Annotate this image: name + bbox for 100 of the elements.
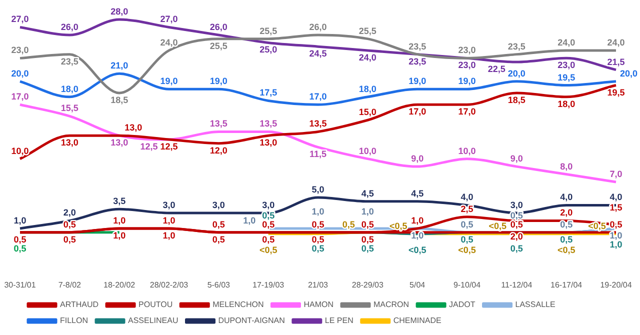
data-label: 26,0 (309, 22, 327, 32)
data-label: 23,5 (408, 41, 426, 52)
data-label: 1,0 (610, 239, 622, 250)
x-tick-label: 16-17/04 (550, 280, 583, 290)
data-label: 12,5 (140, 141, 158, 152)
legend-label: HAMON (304, 300, 334, 310)
data-label: 0,5 (361, 243, 374, 254)
data-label: 18,5 (508, 95, 526, 105)
data-label: 3,0 (212, 200, 225, 210)
data-label: 13,5 (309, 118, 327, 129)
data-label: 8,0 (560, 161, 573, 172)
legend-label: ARTHAUD (60, 300, 99, 310)
data-label: 4,0 (610, 192, 622, 202)
data-label: <0,5 (389, 220, 408, 231)
data-label: 15,0 (358, 107, 376, 118)
x-tick-label: 7-8/02 (58, 280, 82, 290)
data-label: 0,5 (63, 234, 76, 244)
data-label: 24,5 (309, 48, 327, 59)
legend-label: CHEMINADE (393, 316, 442, 326)
data-label: 10,0 (458, 146, 476, 156)
data-label: 25,0 (260, 44, 278, 55)
data-label: 0,5 (262, 219, 275, 230)
data-label: 0,5 (560, 234, 573, 244)
data-label: 25,5 (358, 26, 376, 36)
data-label: 9,0 (510, 154, 523, 164)
data-label: 3,0 (162, 200, 176, 210)
x-tick-label: 5-6/03 (207, 280, 231, 290)
data-label: 0,5 (212, 234, 225, 244)
data-label: 20,0 (11, 68, 29, 78)
x-tick-label: 18-20/02 (104, 280, 136, 290)
data-label: 15,5 (60, 103, 78, 114)
data-label: 23,0 (558, 60, 576, 70)
data-label: 2,5 (460, 204, 474, 214)
data-label: 1,0 (361, 206, 374, 216)
data-label: 1,5 (610, 202, 622, 213)
data-label: 0,5 (63, 219, 76, 230)
data-label: 12,5 (160, 141, 178, 152)
data-label: 0,5 (14, 234, 26, 244)
data-label: 0,5 (212, 219, 225, 230)
data-label: 0,5 (510, 243, 523, 254)
data-label: 23,0 (458, 60, 476, 70)
data-label: 3,5 (113, 196, 126, 206)
data-label: 18,5 (110, 95, 128, 105)
data-label: 1,0 (162, 230, 176, 240)
legend-label: MACRON (373, 300, 410, 310)
data-label: <0,5 (557, 244, 576, 255)
data-label: 0,5 (560, 219, 573, 230)
legend-label: POUTOU (138, 300, 173, 310)
data-label: 10,0 (358, 146, 376, 156)
data-label: 23,5 (408, 56, 426, 66)
data-label: <0,5 (408, 244, 426, 255)
legend-label: LE PEN (324, 316, 354, 326)
data-label: 10,0 (11, 146, 29, 156)
legend-label: DUPONT-AIGNAN (218, 316, 286, 326)
data-label: 17,0 (408, 106, 426, 117)
x-tick-label: 21/03 (308, 280, 329, 290)
data-label: 2,0 (560, 208, 573, 218)
data-label: 19,0 (408, 76, 426, 86)
data-label: 1,0 (14, 215, 26, 226)
data-label: 2,0 (63, 208, 76, 218)
data-label: <0,5 (488, 220, 507, 231)
x-tick-label: 28-29/03 (352, 280, 384, 290)
data-label: 0,5 (262, 234, 275, 244)
data-label: 5,0 (312, 184, 324, 194)
data-label: 23,0 (11, 45, 29, 56)
legend-label: ASSELINEAU (128, 316, 178, 326)
legend-label: MELENCHON (212, 300, 264, 310)
x-tick-label: 30-31/01 (4, 280, 36, 290)
data-label: 1,0 (312, 206, 324, 216)
x-tick-label: 5/04 (410, 280, 426, 290)
data-label: 26,0 (210, 22, 228, 32)
data-label: 9,0 (411, 154, 424, 164)
data-label: 19,5 (558, 72, 576, 82)
data-label: 13,0 (60, 138, 78, 148)
data-label: 0,5 (312, 219, 324, 230)
data-label: 3,0 (510, 200, 523, 210)
data-label: 4,0 (560, 192, 573, 202)
data-label: 0,5 (342, 219, 355, 230)
data-label: 4,0 (460, 192, 474, 202)
data-label: 13,5 (210, 118, 228, 129)
data-label: 1,0 (411, 215, 424, 226)
data-label: 4,5 (411, 188, 424, 198)
x-tick-label: 9-10/04 (453, 280, 482, 290)
data-label: 18,0 (358, 84, 376, 94)
data-label: 28,0 (110, 6, 128, 16)
data-label: 17,0 (309, 92, 327, 102)
data-label: 21,5 (607, 56, 625, 67)
data-label: 0,5 (312, 243, 324, 254)
data-label: 1,0 (243, 215, 256, 226)
data-label: 0,5 (361, 219, 374, 230)
data-label: <0,5 (458, 244, 476, 255)
data-label: 11,5 (309, 149, 327, 160)
data-label: <0,5 (588, 220, 606, 231)
data-label: 18,0 (558, 98, 576, 109)
data-label: 23,5 (60, 56, 78, 66)
data-label: 0,5 (460, 219, 474, 230)
data-label: 27,0 (160, 14, 178, 24)
data-label: 0,5 (14, 243, 26, 254)
data-label: 24,0 (160, 37, 178, 48)
data-label: 26,0 (60, 22, 78, 32)
